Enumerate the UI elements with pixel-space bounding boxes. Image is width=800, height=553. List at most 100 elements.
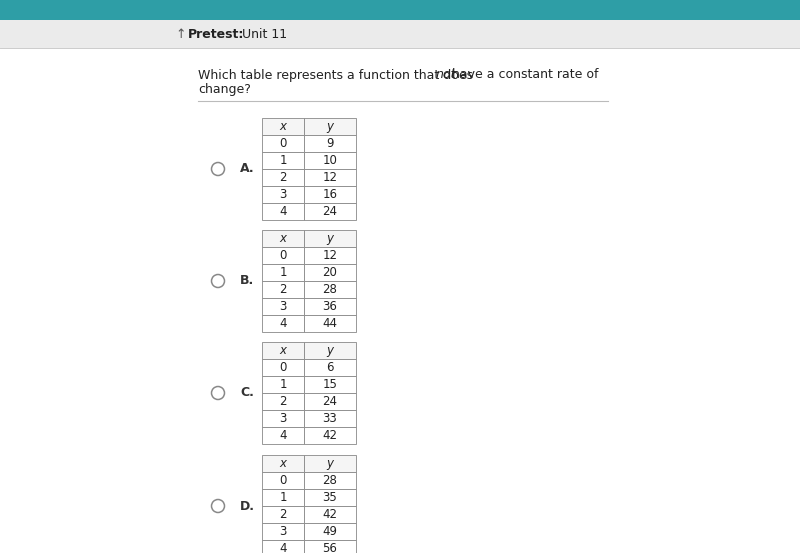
- Bar: [304, 489, 356, 506]
- Text: change?: change?: [198, 82, 251, 96]
- Bar: [262, 203, 304, 220]
- Text: 2: 2: [279, 395, 286, 408]
- Bar: [262, 427, 304, 444]
- Bar: [304, 298, 356, 315]
- Text: D.: D.: [240, 499, 255, 513]
- Text: 9: 9: [326, 137, 334, 150]
- Bar: [262, 540, 304, 553]
- Bar: [304, 506, 356, 523]
- Text: 24: 24: [322, 205, 338, 218]
- Bar: [262, 315, 304, 332]
- Text: 3: 3: [279, 412, 286, 425]
- Bar: [304, 540, 356, 553]
- Text: 33: 33: [322, 412, 338, 425]
- Text: 12: 12: [322, 171, 338, 184]
- Text: x: x: [279, 120, 286, 133]
- Text: C.: C.: [240, 387, 254, 399]
- Bar: [262, 472, 304, 489]
- Bar: [262, 359, 304, 376]
- Text: 3: 3: [279, 188, 286, 201]
- Bar: [304, 393, 356, 410]
- Text: Unit 11: Unit 11: [242, 28, 287, 40]
- Text: y: y: [326, 232, 334, 245]
- Bar: [262, 410, 304, 427]
- Text: 2: 2: [279, 508, 286, 521]
- Text: 42: 42: [322, 429, 338, 442]
- Bar: [262, 186, 304, 203]
- Text: Pretest:: Pretest:: [188, 28, 244, 40]
- Bar: [304, 186, 356, 203]
- Text: 0: 0: [279, 249, 286, 262]
- Text: 56: 56: [322, 542, 338, 553]
- Text: 0: 0: [279, 474, 286, 487]
- Bar: [0, 0, 800, 20]
- Text: ↑: ↑: [175, 28, 186, 40]
- Text: 15: 15: [322, 378, 338, 391]
- Text: 2: 2: [279, 171, 286, 184]
- Text: 4: 4: [279, 542, 286, 553]
- Bar: [304, 152, 356, 169]
- Bar: [262, 247, 304, 264]
- Text: 1: 1: [279, 491, 286, 504]
- Text: Which table represents a function that does: Which table represents a function that d…: [198, 69, 477, 81]
- Bar: [262, 281, 304, 298]
- Text: 1: 1: [279, 378, 286, 391]
- Bar: [262, 523, 304, 540]
- Text: 24: 24: [322, 395, 338, 408]
- Text: 1: 1: [279, 266, 286, 279]
- Bar: [262, 169, 304, 186]
- Text: x: x: [279, 344, 286, 357]
- Bar: [262, 230, 304, 247]
- Bar: [304, 247, 356, 264]
- Text: 0: 0: [279, 361, 286, 374]
- Text: 4: 4: [279, 429, 286, 442]
- Text: 6: 6: [326, 361, 334, 374]
- Text: 3: 3: [279, 300, 286, 313]
- Text: 44: 44: [322, 317, 338, 330]
- Bar: [304, 359, 356, 376]
- Text: 49: 49: [322, 525, 338, 538]
- Text: A.: A.: [240, 163, 254, 175]
- Text: 2: 2: [279, 283, 286, 296]
- Bar: [304, 169, 356, 186]
- Bar: [262, 455, 304, 472]
- Bar: [262, 506, 304, 523]
- Text: B.: B.: [240, 274, 254, 288]
- Bar: [304, 472, 356, 489]
- Text: x: x: [279, 232, 286, 245]
- Text: 28: 28: [322, 474, 338, 487]
- Bar: [304, 427, 356, 444]
- Bar: [304, 135, 356, 152]
- Text: have a constant rate of: have a constant rate of: [452, 69, 598, 81]
- Bar: [304, 523, 356, 540]
- Bar: [304, 455, 356, 472]
- Bar: [262, 342, 304, 359]
- Text: not: not: [436, 69, 456, 81]
- Text: 12: 12: [322, 249, 338, 262]
- Bar: [262, 118, 304, 135]
- Text: 28: 28: [322, 283, 338, 296]
- Text: y: y: [326, 457, 334, 470]
- Bar: [304, 410, 356, 427]
- Text: 4: 4: [279, 317, 286, 330]
- Bar: [304, 264, 356, 281]
- Bar: [304, 342, 356, 359]
- Bar: [304, 376, 356, 393]
- Text: y: y: [326, 120, 334, 133]
- Bar: [262, 298, 304, 315]
- Bar: [304, 281, 356, 298]
- Bar: [304, 230, 356, 247]
- Text: 35: 35: [322, 491, 338, 504]
- Bar: [304, 203, 356, 220]
- Bar: [262, 135, 304, 152]
- Text: 4: 4: [279, 205, 286, 218]
- Text: y: y: [326, 344, 334, 357]
- Bar: [262, 152, 304, 169]
- Bar: [262, 264, 304, 281]
- Bar: [262, 376, 304, 393]
- Text: 20: 20: [322, 266, 338, 279]
- Bar: [304, 118, 356, 135]
- Bar: [0, 20, 800, 48]
- Bar: [262, 489, 304, 506]
- Bar: [262, 393, 304, 410]
